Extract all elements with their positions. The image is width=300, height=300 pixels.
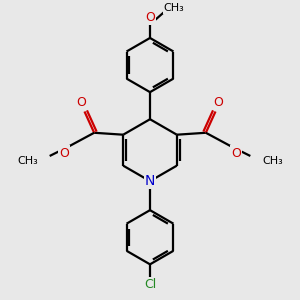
Text: O: O	[59, 147, 69, 160]
Text: CH₃: CH₃	[262, 156, 283, 166]
Text: O: O	[214, 96, 223, 109]
Text: N: N	[145, 174, 155, 188]
Text: CH₃: CH₃	[17, 156, 38, 166]
Text: O: O	[145, 11, 155, 24]
Text: Cl: Cl	[144, 278, 156, 291]
Text: O: O	[231, 147, 241, 160]
Text: O: O	[77, 96, 86, 109]
Text: CH₃: CH₃	[164, 3, 184, 13]
